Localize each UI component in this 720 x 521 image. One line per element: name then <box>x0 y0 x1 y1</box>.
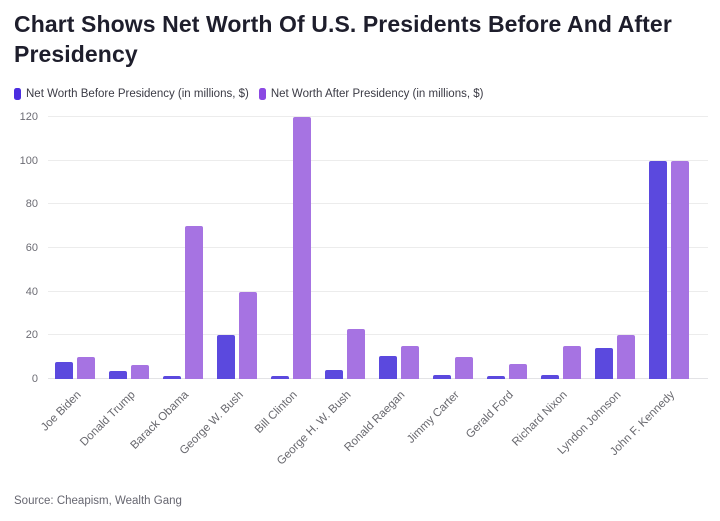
bar-before <box>217 335 235 379</box>
x-tick-label: Barack Obama <box>128 389 192 452</box>
gridline-y-120 <box>48 116 708 117</box>
x-axis-labels: Joe Biden Donald Trump Barack Obama George … <box>39 379 696 485</box>
bar-before <box>595 348 613 379</box>
x-tick-label: Donald Trump <box>77 389 138 449</box>
gridline-y-40 <box>48 290 708 292</box>
bar-after <box>347 328 365 379</box>
bar-chart: 0 20 40 60 80 100 120 Joe Biden Donald Trump Bar… <box>0 111 720 485</box>
bar-before <box>271 375 289 379</box>
source-note: Source: Cheapism, Wealth Gang <box>14 495 182 507</box>
bar-group <box>48 117 102 379</box>
x-tick-label: Richard Nixon <box>509 389 570 449</box>
bar-after <box>185 226 203 379</box>
bar-after <box>509 363 527 379</box>
bar-before <box>55 361 73 379</box>
bar-group <box>210 117 264 379</box>
gridline-y-60 <box>48 247 708 248</box>
bar-group <box>534 117 588 379</box>
bar-before <box>163 375 181 379</box>
bar-after <box>401 346 419 379</box>
x-tick-label: Gerald Ford <box>463 389 516 441</box>
legend-swatch-before-icon <box>14 87 21 100</box>
chart-title: Chart Shows Net Worth Of U.S. Presidents… <box>14 11 672 67</box>
bar-group <box>426 117 480 379</box>
y-tick-label: 120 <box>19 111 38 123</box>
plot-area: 0 20 40 60 80 100 120 <box>20 111 708 385</box>
gridline-y-20 <box>48 334 708 336</box>
bar-before <box>109 371 127 379</box>
x-tick-label: Joe Biden <box>38 389 84 434</box>
legend: Net Worth Before Presidency (in millions… <box>14 86 720 101</box>
legend-label-after: Net Worth After Presidency (in millions,… <box>270 87 484 100</box>
y-tick-label: 20 <box>25 329 38 342</box>
bar-after <box>131 364 149 379</box>
bar-group <box>156 117 210 379</box>
gridline-y-80 <box>48 203 708 205</box>
x-tick-label: Jimmy Carter <box>404 389 462 446</box>
bar-before <box>541 374 559 379</box>
bar-before <box>379 356 397 379</box>
legend-swatch-after-icon <box>258 87 266 100</box>
bar-before <box>649 160 667 379</box>
legend-item-before: Net Worth Before Presidency (in millions… <box>14 87 249 100</box>
bar-group <box>102 117 156 379</box>
bar-after <box>77 357 95 379</box>
legend-item-after: Net Worth After Presidency (in millions,… <box>258 87 484 100</box>
gridline-y-0 <box>48 378 708 379</box>
y-tick-label: 80 <box>25 198 38 211</box>
bars-row <box>48 117 696 379</box>
bar-group <box>642 117 696 379</box>
bar-after <box>671 160 689 379</box>
bar-before <box>433 374 451 379</box>
bar-after <box>563 346 581 379</box>
bar-after <box>239 291 257 379</box>
bar-before <box>487 376 505 379</box>
bar-group <box>480 117 534 379</box>
bar-group <box>372 117 426 379</box>
y-tick-label: 40 <box>25 285 38 298</box>
x-tick-label: Bill Clinton <box>252 389 300 436</box>
bar-after <box>293 117 311 379</box>
legend-label-before: Net Worth Before Presidency (in millions… <box>26 87 249 100</box>
bar-group <box>264 117 318 379</box>
bar-before <box>325 370 343 379</box>
bar-group <box>318 117 372 379</box>
gridline-y-100 <box>48 159 708 161</box>
y-tick-label: 100 <box>19 154 38 167</box>
y-tick-label: 60 <box>25 242 38 254</box>
bar-after <box>455 357 473 379</box>
bar-after <box>617 335 635 379</box>
bar-group <box>588 117 642 379</box>
y-tick-label: 0 <box>31 373 38 385</box>
